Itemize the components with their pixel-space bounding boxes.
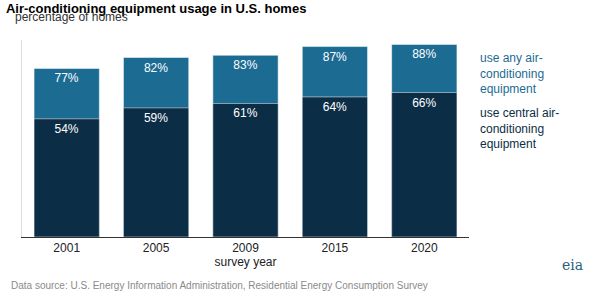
- svg-text:64%: 64%: [323, 100, 347, 114]
- svg-text:use any air-conditioningequipm: use any air-conditioningequipment: [480, 51, 544, 96]
- svg-text:61%: 61%: [233, 106, 257, 120]
- svg-text:83%: 83%: [233, 58, 257, 72]
- svg-text:use central air-conditioningeq: use central air-conditioningequipment: [480, 106, 559, 151]
- svg-text:88%: 88%: [412, 47, 436, 61]
- svg-text:2001: 2001: [53, 241, 80, 255]
- svg-text:survey year: survey year: [214, 255, 276, 269]
- svg-text:Air-conditioning equipment usa: Air-conditioning equipment usage in U.S.…: [6, 1, 306, 16]
- svg-text:eia: eia: [562, 257, 583, 273]
- svg-text:54%: 54%: [55, 122, 79, 136]
- svg-text:59%: 59%: [144, 111, 168, 125]
- svg-text:percentage of homes: percentage of homes: [15, 10, 128, 24]
- svg-text:77%: 77%: [55, 71, 79, 85]
- svg-text:2009: 2009: [232, 241, 259, 255]
- svg-text:82%: 82%: [144, 61, 168, 75]
- svg-text:2020: 2020: [411, 241, 438, 255]
- svg-text:87%: 87%: [323, 50, 347, 64]
- svg-text:2015: 2015: [322, 241, 349, 255]
- svg-text:Data source: U.S. Energy Infor: Data source: U.S. Energy Information Adm…: [11, 280, 428, 291]
- svg-text:66%: 66%: [412, 96, 436, 110]
- svg-text:2005: 2005: [143, 241, 170, 255]
